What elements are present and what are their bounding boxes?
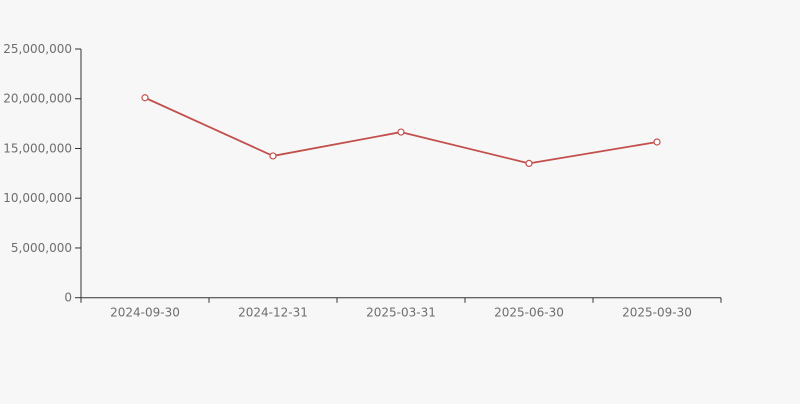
data-point-marker bbox=[141, 94, 149, 102]
data-point-marker bbox=[525, 159, 533, 168]
x-tick-label: 2024-12-31 bbox=[238, 306, 308, 320]
x-tick-label: 2024-09-30 bbox=[110, 306, 180, 320]
y-tick-label: 10,000,000 bbox=[3, 191, 72, 205]
y-tick-label: 5,000,000 bbox=[11, 241, 72, 255]
y-tick-label: 15,000,000 bbox=[3, 141, 72, 155]
y-tick-label: 20,000,000 bbox=[3, 92, 72, 106]
x-tick-label: 2025-06-30 bbox=[494, 306, 564, 320]
data-point-marker bbox=[397, 128, 405, 136]
data-point-marker bbox=[269, 152, 277, 160]
x-tick-label: 2025-09-30 bbox=[622, 306, 692, 320]
y-tick-label: 25,000,000 bbox=[3, 42, 72, 56]
data-point-marker bbox=[653, 138, 661, 146]
x-tick-label: 2025-03-31 bbox=[366, 306, 436, 320]
y-tick-label: 0 bbox=[64, 291, 72, 305]
